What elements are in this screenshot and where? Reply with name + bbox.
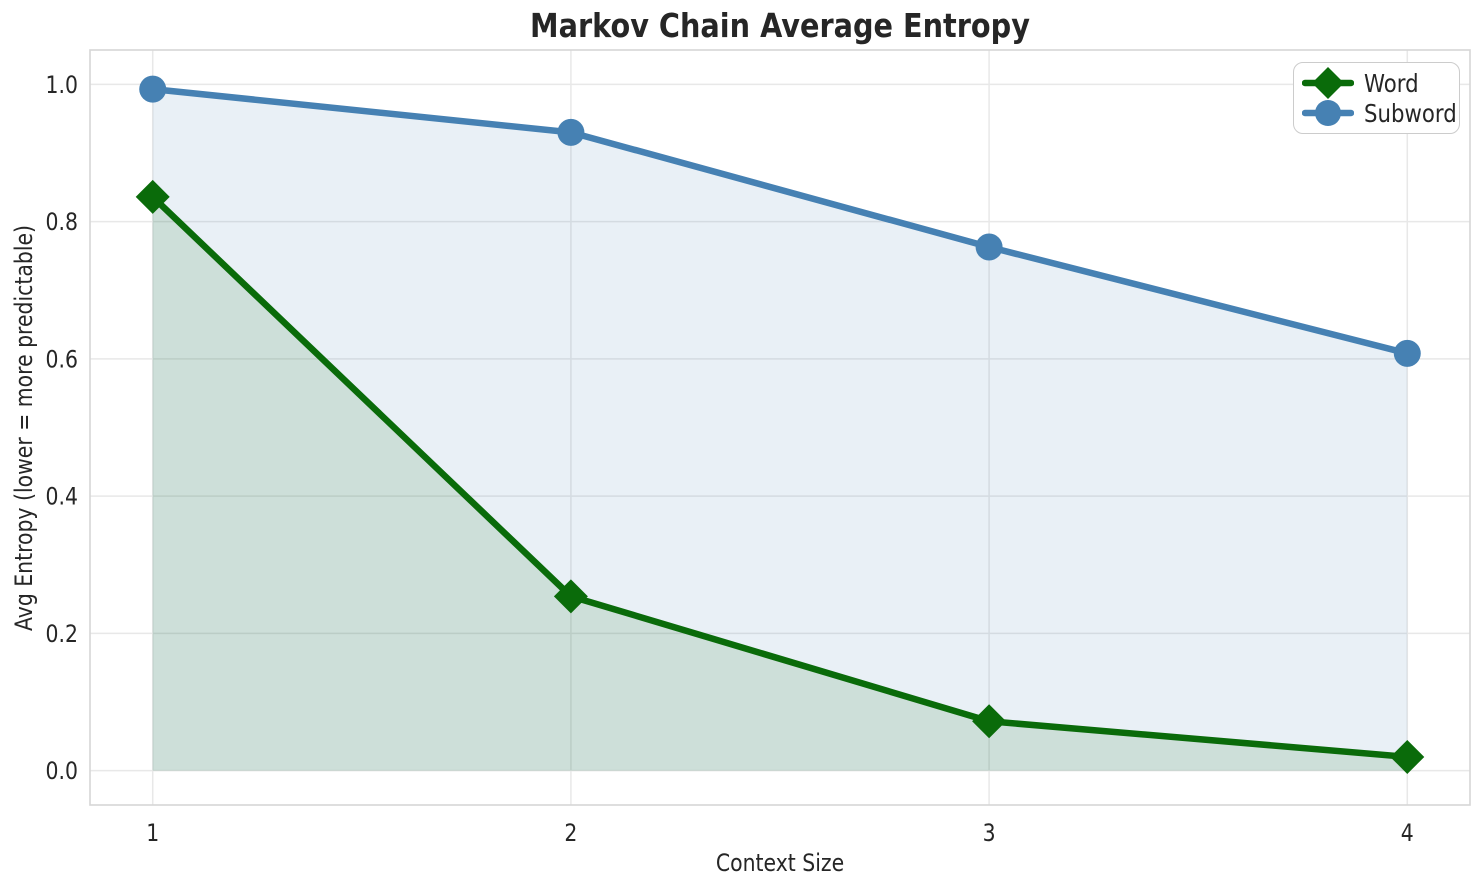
data-point-subword bbox=[557, 118, 585, 146]
y-tick-label: 1.0 bbox=[46, 71, 78, 99]
y-tick-label: 0.4 bbox=[46, 483, 78, 511]
series-area-subword bbox=[152, 89, 1408, 771]
x-tick-label: 1 bbox=[146, 819, 159, 847]
y-tick-label: 0.2 bbox=[46, 620, 78, 648]
grid bbox=[90, 50, 1470, 805]
circle-marker-icon bbox=[1302, 100, 1354, 126]
x-tick-label: 3 bbox=[983, 819, 996, 847]
y-tick-label: 0.8 bbox=[46, 209, 78, 237]
data-point-word bbox=[1390, 739, 1425, 774]
data-point-word bbox=[553, 579, 588, 614]
series-area-word bbox=[152, 196, 1408, 771]
diamond-marker-icon bbox=[1302, 67, 1354, 99]
legend-sample-circle bbox=[1315, 100, 1341, 126]
legend-label: Word bbox=[1364, 68, 1419, 98]
x-axis-label: Context Size bbox=[715, 849, 845, 877]
legend-item-subword: Subword bbox=[1302, 98, 1457, 128]
plot-border bbox=[89, 49, 1471, 806]
data-point-subword bbox=[1393, 339, 1421, 367]
y-tick-label: 0.6 bbox=[46, 346, 78, 374]
x-tick-label: 2 bbox=[564, 819, 577, 847]
data-point-subword bbox=[139, 75, 167, 103]
data-point-subword bbox=[975, 233, 1003, 261]
legend-label: Subword bbox=[1364, 98, 1457, 128]
x-tick-label: 4 bbox=[1401, 819, 1414, 847]
tick-labels: 0.0 0.2 0.4 0.6 0.8 1.0 1 2 3 4 bbox=[46, 71, 1414, 847]
y-axis-label: Avg Entropy (lower = more predictable) bbox=[10, 224, 38, 632]
legend-sample-diamond bbox=[1312, 67, 1344, 99]
data-point-word bbox=[972, 704, 1007, 739]
y-tick-label: 0.0 bbox=[46, 758, 78, 786]
data-point-word bbox=[135, 179, 170, 214]
legend-item-word: Word bbox=[1302, 67, 1449, 99]
chart-title: Markov Chain Average Entropy bbox=[530, 6, 1030, 45]
series-line-word bbox=[149, 193, 1411, 761]
series-line-subword bbox=[149, 85, 1411, 357]
legend: Word Subword bbox=[1293, 62, 1460, 134]
